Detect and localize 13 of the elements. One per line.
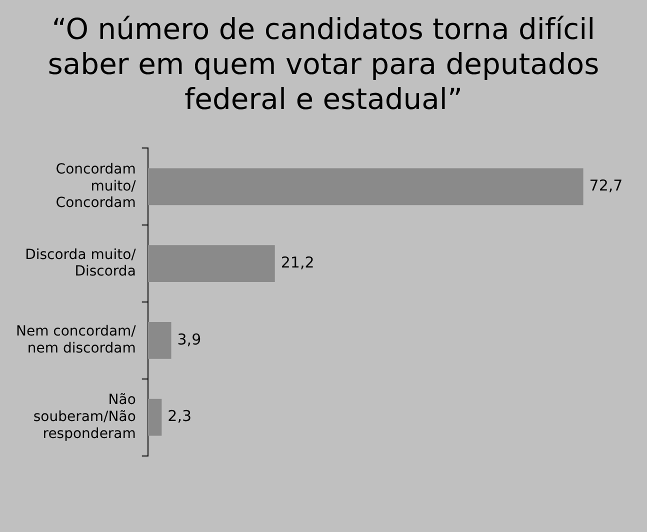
bar	[148, 398, 162, 436]
y-tick-label: Nem concordam/ nem discordam	[16, 324, 136, 356]
data-label: 21,2	[280, 253, 314, 272]
y-tick-label: Discorda muito/ Discorda	[25, 246, 136, 280]
data-label: 72,7	[589, 176, 623, 195]
data-label: 2,3	[168, 407, 192, 426]
bar	[148, 168, 584, 206]
bar	[148, 245, 275, 282]
y-tick-label: Não souberam/Não responderam	[33, 392, 136, 442]
bar	[148, 322, 172, 359]
chart-title: “O número de candidatos torna difícil saber em quem votar para deputados federal e estadual”	[46, 12, 600, 117]
y-tick-label: Concordam muito/ Concordam	[56, 161, 136, 212]
data-label: 3,9	[177, 330, 202, 348]
